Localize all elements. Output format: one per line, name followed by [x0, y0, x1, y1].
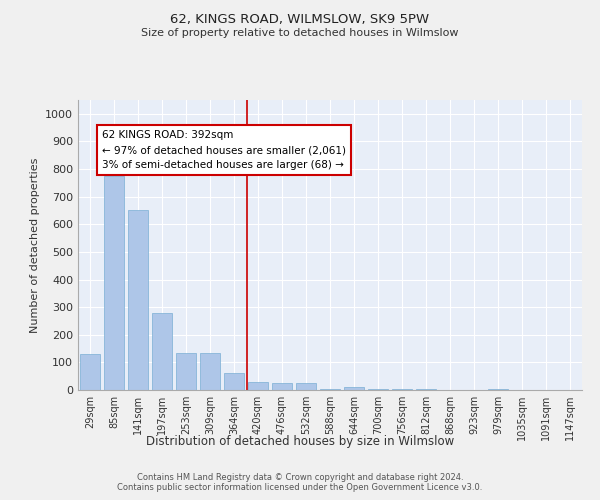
Bar [200, 352, 220, 390]
Bar [320, 388, 340, 390]
Bar [344, 387, 364, 390]
Text: Distribution of detached houses by size in Wilmslow: Distribution of detached houses by size … [146, 435, 454, 448]
Bar [152, 312, 172, 390]
Text: Contains HM Land Registry data © Crown copyright and database right 2024.: Contains HM Land Registry data © Crown c… [137, 472, 463, 482]
Bar [224, 374, 244, 390]
Bar [272, 383, 292, 390]
Text: 62, KINGS ROAD, WILMSLOW, SK9 5PW: 62, KINGS ROAD, WILMSLOW, SK9 5PW [170, 12, 430, 26]
Bar [128, 210, 148, 390]
Text: Contains public sector information licensed under the Open Government Licence v3: Contains public sector information licen… [118, 484, 482, 492]
Text: 62 KINGS ROAD: 392sqm
← 97% of detached houses are smaller (2,061)
3% of semi-de: 62 KINGS ROAD: 392sqm ← 97% of detached … [102, 130, 346, 170]
Bar [488, 388, 508, 390]
Y-axis label: Number of detached properties: Number of detached properties [29, 158, 40, 332]
Bar [392, 388, 412, 390]
Bar [368, 388, 388, 390]
Bar [416, 388, 436, 390]
Text: Size of property relative to detached houses in Wilmslow: Size of property relative to detached ho… [141, 28, 459, 38]
Bar [80, 354, 100, 390]
Bar [296, 383, 316, 390]
Bar [104, 176, 124, 390]
Bar [176, 352, 196, 390]
Bar [248, 382, 268, 390]
